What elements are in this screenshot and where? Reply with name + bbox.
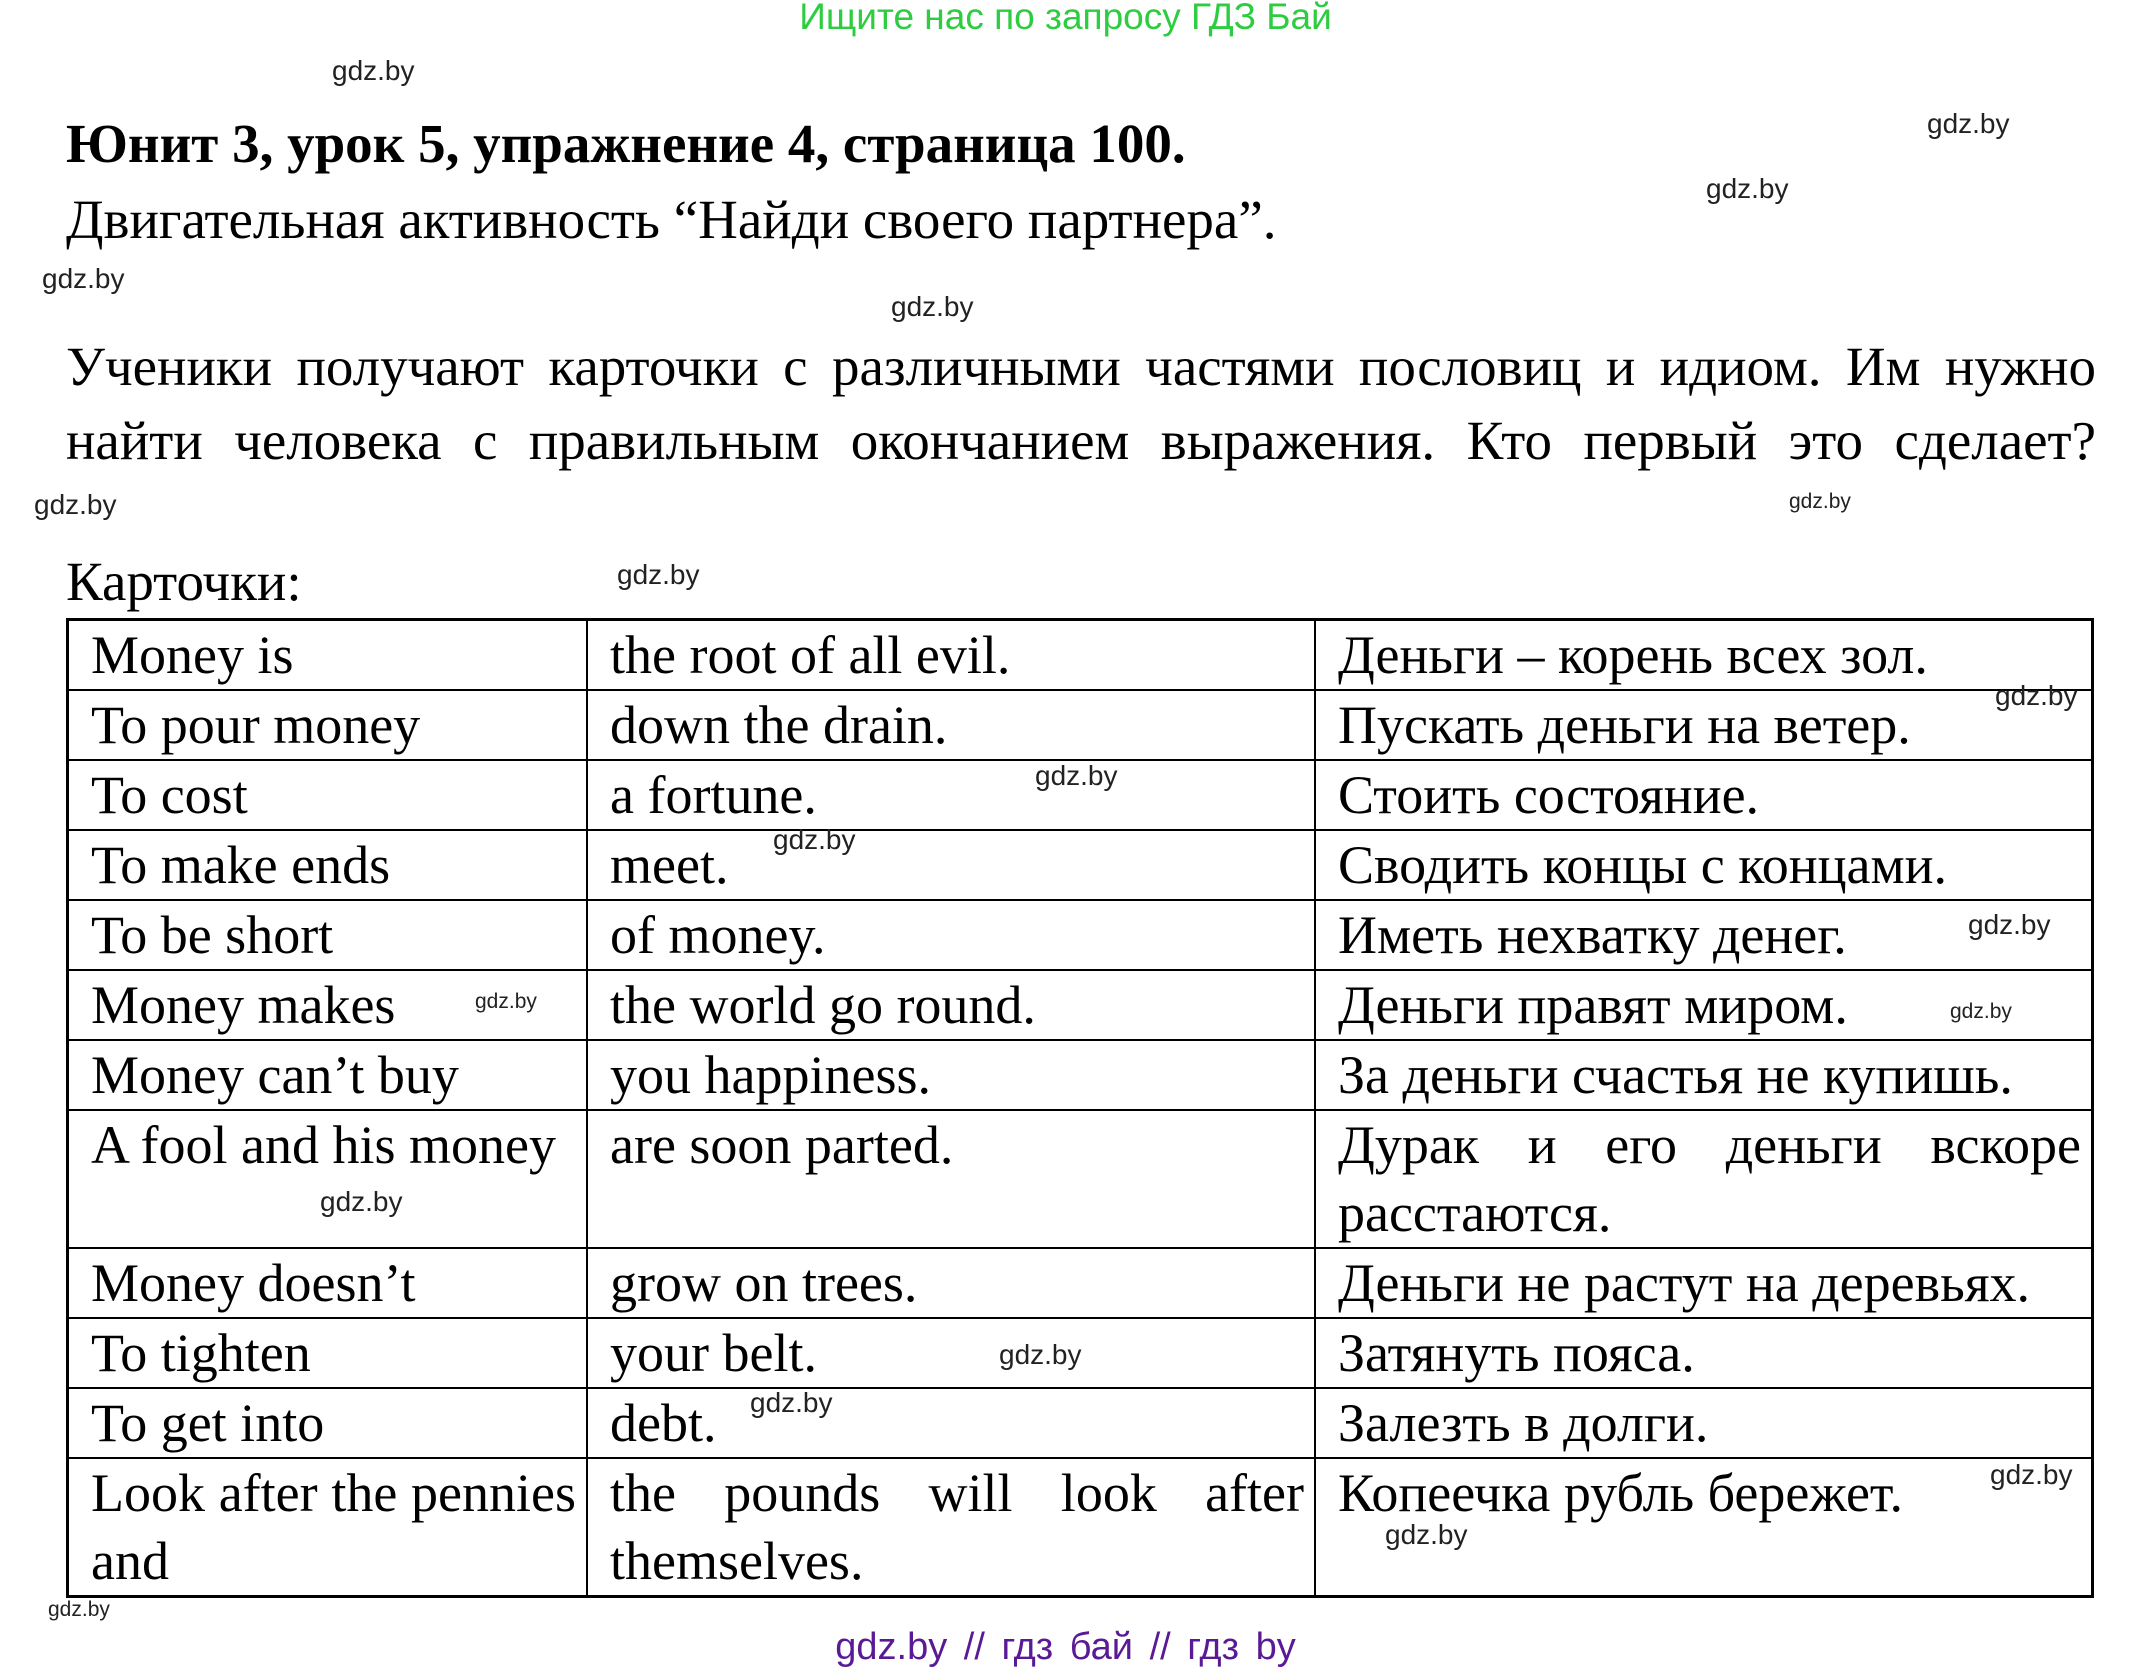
watermark: gdz.by [1789,490,1851,513]
table-row: To get into debt. Залезть в долги. [66,1387,2094,1459]
table-row: Look after the pennies and the pounds wil… [66,1457,2094,1598]
english-start-cell: Look after the pennies and [66,1457,588,1598]
russian-translation-cell: Дурак и его деньги вскоре расстаются. [1314,1109,2094,1249]
russian-translation-cell: Затянуть пояса. [1314,1317,2094,1389]
table-row: Money can’t buy you happiness. За деньги с… [66,1039,2094,1111]
english-end-cell: your belt. [586,1317,1316,1389]
english-start-cell: To tighten [66,1317,588,1389]
english-end-cell: the world go round. [586,969,1316,1041]
english-start-cell: Money makes [66,969,588,1041]
table-row: To be short of money. Иметь нехватку денег… [66,899,2094,971]
watermark: gdz.by [1927,108,2010,139]
russian-translation-cell: Деньги правят миром. [1314,969,2094,1041]
table-row: Money doesn’t grow on trees. Деньги не рас… [66,1247,2094,1319]
table-row: Money is the root of all evil. Деньги – ко… [66,618,2094,691]
russian-translation-cell: Пускать деньги на ветер. [1314,689,2094,761]
watermark: gdz.by [1035,760,1118,791]
english-end-cell: the pounds will look after themselves. [586,1457,1316,1598]
russian-translation-cell: Деньги – корень всех зол. [1314,618,2094,691]
english-end-cell: meet. [586,829,1316,901]
table-row: Money makes the world go round. Деньги пра… [66,969,2094,1041]
watermark: gdz.by [320,1186,403,1217]
english-end-cell: the root of all evil. [586,618,1316,691]
english-start-cell: To cost [66,759,588,831]
watermark: gdz.by [750,1387,833,1418]
watermark: gdz.by [1950,1000,2012,1023]
english-end-cell: you happiness. [586,1039,1316,1111]
english-start-cell: Money can’t buy [66,1039,588,1111]
watermark: gdz.by [34,489,117,520]
russian-translation-cell: Иметь нехватку денег. [1314,899,2094,971]
watermark: gdz.by [1990,1459,2073,1490]
table-row: To cost a fortune. Стоить состояние. [66,759,2094,831]
watermark: gdz.by [1706,173,1789,204]
english-start-cell: Money is [66,618,588,691]
paragraph-line: Ученики получают карточки с различными ч… [66,336,2096,397]
russian-translation-cell: Залезть в долги. [1314,1387,2094,1459]
english-end-cell: grow on trees. [586,1247,1316,1319]
watermark: gdz.by [42,263,125,294]
russian-translation-cell: Деньги не растут на деревьях. [1314,1247,2094,1319]
english-start-cell: Money doesn’t [66,1247,588,1319]
table-row: To make ends meet. Сводить концы с концами… [66,829,2094,901]
watermark: gdz.by [475,990,537,1013]
english-start-cell: A fool and his money [66,1109,588,1249]
table-row: A fool and his money are soon parted. Дура… [66,1109,2094,1249]
watermark: gdz.by [773,824,856,855]
watermark: gdz.by [1385,1519,1468,1550]
english-end-cell: down the drain. [586,689,1316,761]
watermark: gdz.by [1995,680,2078,711]
cards-table: Money is the root of all evil. Деньги – ко… [66,618,2094,1598]
cards-label: Карточки: [66,551,302,612]
watermark: gdz.by [1968,909,2051,940]
watermark: gdz.by [332,55,415,86]
english-end-cell: debt. [586,1387,1316,1459]
russian-translation-cell: Сводить концы с концами. [1314,829,2094,901]
table-row: To tighten your belt. Затянуть пояса. [66,1317,2094,1389]
russian-translation-cell: Копеечка рубль бережет. [1314,1457,2094,1598]
russian-translation-cell: За деньги счастья не купишь. [1314,1039,2094,1111]
table-row: To pour money down the drain. Пускать день… [66,689,2094,761]
paragraph-line: найти человека с правильным окончанием в… [66,410,2096,471]
watermark: gdz.by [891,291,974,322]
watermark: gdz.by [999,1339,1082,1370]
english-end-cell: are soon parted. [586,1109,1316,1249]
russian-translation-cell: Стоить состояние. [1314,759,2094,831]
activity-subtitle: Двигательная активность “Найди своего па… [66,189,1277,250]
footer-links[interactable]: gdz.by // гдз бай // гдз by [835,1626,1296,1668]
english-start-cell: To pour money [66,689,588,761]
english-start-cell: To make ends [66,829,588,901]
english-end-cell: a fortune. [586,759,1316,831]
english-start-cell: To get into [66,1387,588,1459]
instructions-paragraph: Ученики получают карточки с различными ч… [66,330,2096,478]
english-start-cell: To be short [66,899,588,971]
watermark: gdz.by [48,1598,110,1621]
search-banner[interactable]: Ищите нас по запросу ГДЗ Бай [799,0,1332,37]
watermark: gdz.by [617,559,700,590]
page-title: Юнит 3, урок 5, упражнение 4, страница 1… [66,113,1186,174]
english-end-cell: of money. [586,899,1316,971]
